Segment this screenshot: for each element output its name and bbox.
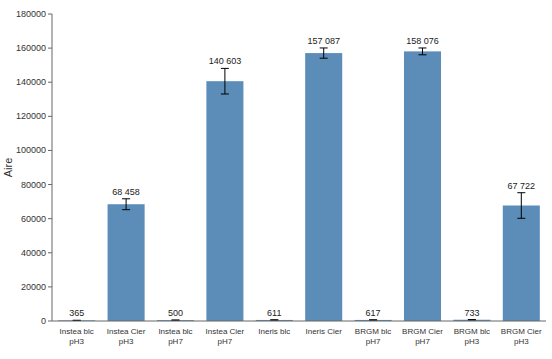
error-cap [517, 218, 525, 219]
bar [108, 204, 145, 321]
x-tick-label-line: pH7 [168, 337, 183, 346]
error-cap [221, 68, 229, 69]
error-cap [270, 320, 278, 321]
data-label: 68 458 [112, 187, 140, 197]
error-bar [221, 68, 229, 94]
x-tick-label-line: pH3 [69, 337, 84, 346]
x-tick-label-line: BRGM blc [454, 327, 490, 336]
error-cap [369, 320, 377, 321]
y-tick-label: 140000 [16, 77, 46, 87]
x-tick-label-line: BRGM Cier [402, 327, 443, 336]
error-cap [172, 320, 180, 321]
error-cap [468, 319, 476, 320]
y-tick-label: 20000 [21, 282, 46, 292]
data-label: 140 603 [209, 56, 242, 66]
x-tick-label-line: pH7 [366, 337, 381, 346]
y-tick-label: 120000 [16, 111, 46, 121]
x-tick-label: Instea CierpH3 [107, 327, 146, 346]
error-bar [122, 199, 130, 210]
x-tick-label-line: Ineris blc [258, 327, 290, 336]
y-tick-label: 40000 [21, 248, 46, 258]
y-tick [48, 150, 52, 151]
y-tick [48, 184, 52, 185]
x-tick-label: Instea blcpH7 [158, 327, 192, 346]
data-label: 365 [69, 308, 84, 318]
bar [404, 51, 441, 321]
x-tick-label: BRGM CierpH7 [402, 327, 443, 346]
error-cap [468, 319, 476, 320]
data-label: 611 [267, 308, 281, 318]
y-tick-label: 100000 [16, 145, 46, 155]
data-label: 733 [464, 308, 479, 318]
error-cap [419, 47, 427, 48]
error-bar [517, 193, 525, 219]
error-cap [419, 54, 427, 55]
error-cap [270, 319, 278, 320]
y-tick [48, 252, 52, 253]
error-bar [270, 319, 278, 320]
x-tick-label: Instea CierpH7 [206, 327, 245, 346]
x-tick-label-line: Instea blc [60, 327, 94, 336]
x-tick-label-line: BRGM blc [355, 327, 391, 336]
data-label: 617 [366, 308, 381, 318]
y-tick-label: 60000 [21, 214, 46, 224]
error-line [224, 68, 225, 94]
x-tick-label: Ineris Cier [305, 327, 342, 336]
x-tick-label-line: BRGM Cier [501, 327, 542, 336]
x-tick-label-line: Ineris Cier [305, 327, 342, 336]
data-label: 500 [168, 308, 183, 318]
error-line [521, 193, 522, 219]
x-tick-label-line: pH7 [218, 337, 233, 346]
bar [305, 53, 342, 321]
y-tick-label: 80000 [21, 180, 46, 190]
x-tick-label: BRGM CierpH3 [501, 327, 542, 346]
x-tick-label: BRGM blcpH7 [355, 327, 391, 346]
y-tick [48, 14, 52, 15]
data-label: 67 722 [508, 181, 536, 191]
error-bar [419, 48, 427, 55]
x-tick-label: Instea blcpH3 [60, 327, 94, 346]
y-tick-label: 160000 [16, 43, 46, 53]
x-tick-label-line: Instea blc [158, 327, 192, 336]
y-axis-label: Aire [2, 158, 14, 178]
x-tick-label-line: pH3 [465, 337, 480, 346]
x-tick-label: BRGM blcpH3 [454, 327, 490, 346]
x-axis-line [52, 321, 546, 322]
error-line [422, 48, 423, 55]
bar [206, 81, 243, 321]
y-tick [48, 218, 52, 219]
y-tick [48, 48, 52, 49]
error-cap [369, 319, 377, 320]
error-line [126, 199, 127, 210]
x-tick-label-line: pH3 [514, 337, 529, 346]
x-tick-label: Ineris blc [258, 327, 290, 336]
error-bar [468, 319, 476, 320]
error-cap [122, 209, 130, 210]
y-tick-label: 180000 [16, 9, 46, 19]
bars [58, 48, 540, 321]
error-cap [320, 58, 328, 59]
x-tick-label-line: pH7 [415, 337, 430, 346]
y-tick [48, 82, 52, 83]
error-cap [221, 93, 229, 94]
chart: 365 68 458 500 140 603 611 157 087 617 158 076 7… [0, 0, 552, 359]
y-tick [48, 286, 52, 287]
data-label: 158 076 [406, 36, 439, 46]
bar [503, 205, 540, 321]
y-tick [48, 116, 52, 117]
y-axis-line [52, 14, 53, 321]
error-cap [517, 192, 525, 193]
x-tick-label-line: Instea Cier [206, 327, 245, 336]
x-tick-label-line: pH3 [119, 337, 134, 346]
data-label: 157 087 [307, 36, 340, 46]
error-cap [122, 198, 130, 199]
error-bar [369, 319, 377, 320]
error-cap [320, 47, 328, 48]
error-line [323, 48, 324, 58]
error-bar [320, 48, 328, 58]
x-tick-label-line: Instea Cier [107, 327, 146, 336]
y-tick [48, 321, 52, 322]
y-tick-label: 0 [41, 316, 46, 326]
